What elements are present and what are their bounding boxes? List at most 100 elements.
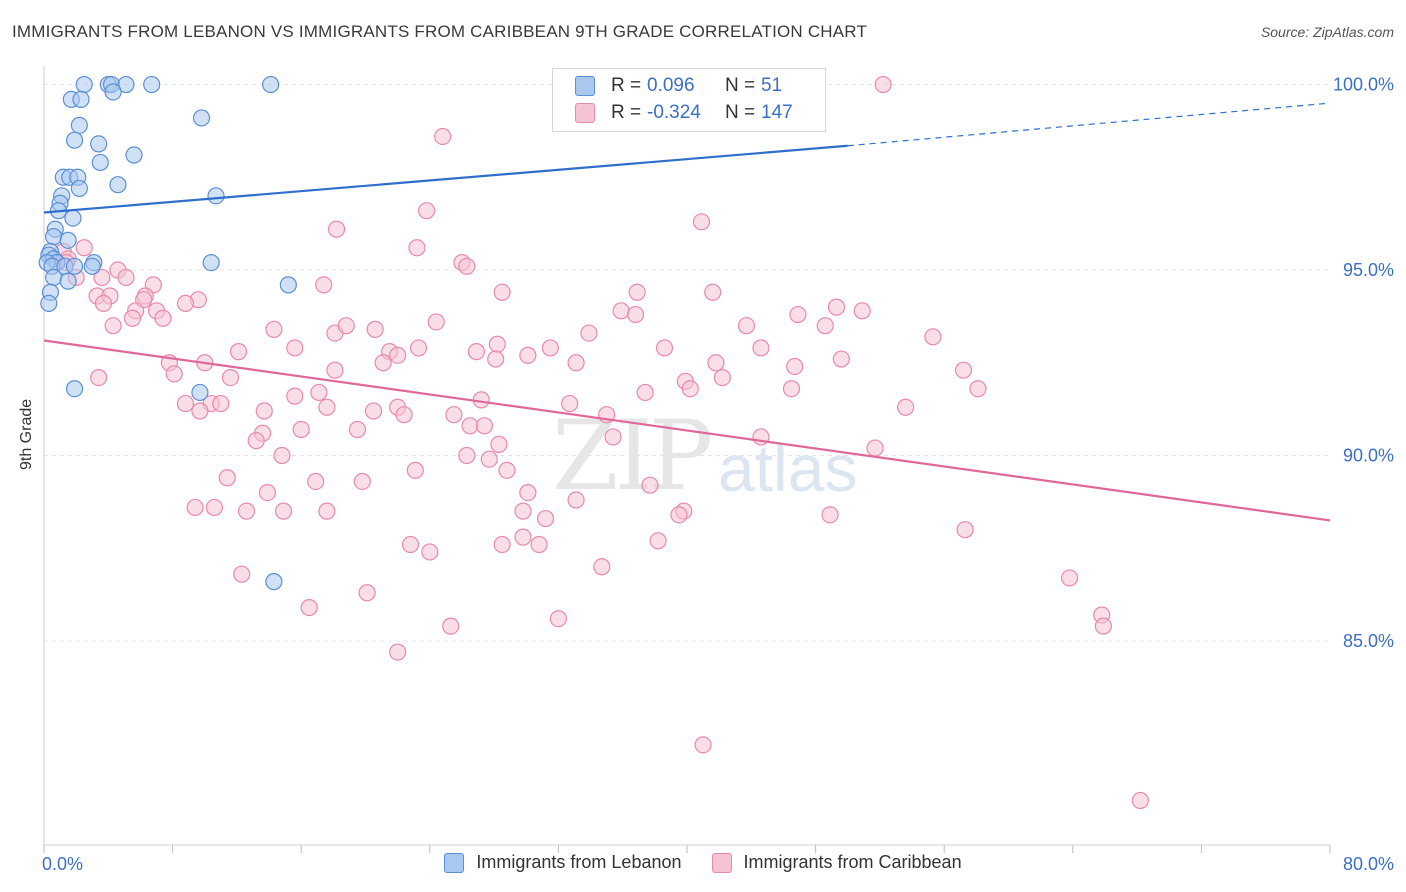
x-tick-label: 0.0%	[42, 854, 83, 874]
caribbean-point	[493, 283, 511, 301]
lebanon-swatch	[444, 852, 465, 873]
lebanon-trend-line	[43, 144, 848, 214]
caribbean-point	[897, 398, 915, 416]
y-tick-label: 90.0%	[1343, 446, 1394, 466]
caribbean-point	[358, 584, 376, 602]
caribbean-point	[205, 498, 223, 517]
caribbean-point	[458, 446, 476, 465]
lebanon-point	[64, 209, 82, 227]
n-label: N =	[725, 102, 756, 123]
caribbean-point	[218, 469, 236, 487]
caribbean-trend-line	[43, 339, 1331, 522]
lebanon-point	[265, 573, 283, 591]
caribbean-point	[549, 610, 568, 628]
caribbean-point	[782, 380, 801, 398]
caribbean-point	[541, 339, 559, 357]
caribbean-point	[237, 502, 256, 520]
caribbean-point	[94, 294, 113, 313]
lebanon-trend-extension	[847, 102, 1331, 147]
lebanon-point	[91, 153, 109, 172]
caribbean-point	[604, 428, 622, 446]
caribbean-point	[123, 309, 142, 327]
y-tick-label: 85.0%	[1343, 631, 1394, 651]
caribbean-point	[786, 357, 804, 376]
caribbean-point	[75, 239, 93, 257]
stats-row-caribbean: R = -0.324 N = 147	[575, 100, 793, 126]
caribbean-point	[348, 420, 367, 439]
caribbean-point	[191, 402, 209, 420]
caribbean-point	[364, 402, 383, 420]
caribbean-point	[707, 354, 725, 372]
caribbean-point	[408, 239, 426, 257]
lebanon-point	[104, 83, 122, 101]
caribbean-point	[866, 439, 884, 457]
caribbean-point	[641, 476, 659, 494]
lebanon-point	[117, 75, 135, 94]
caribbean-point	[969, 380, 987, 398]
r-label: R =	[611, 75, 642, 96]
caribbean-point	[670, 506, 688, 524]
caribbean-point	[409, 339, 428, 357]
stats-legend: R = 0.096 N = 51 R = -0.324 N = 147	[552, 68, 826, 132]
caribbean-point	[434, 127, 452, 146]
caribbean-point	[628, 283, 646, 301]
caribbean-point	[273, 446, 291, 465]
chart-title: IMMIGRANTS FROM LEBANON VS IMMIGRANTS FR…	[12, 22, 868, 41]
caribbean-point	[752, 339, 770, 357]
legend-item-lebanon[interactable]: Immigrants from Lebanon	[444, 852, 682, 873]
n-value: 147	[761, 102, 793, 123]
y-axis-label: 9th Grade	[18, 398, 35, 470]
caribbean-point	[655, 339, 674, 357]
lebanon-point	[45, 228, 63, 246]
lebanon-point	[192, 109, 211, 127]
caribbean-point	[353, 472, 371, 491]
caribbean-point	[315, 276, 333, 294]
lebanon-point	[59, 231, 77, 249]
lebanon-point	[65, 131, 84, 149]
caribbean-point	[593, 558, 611, 576]
caribbean-point	[401, 535, 420, 554]
caribbean-point	[274, 502, 293, 520]
caribbean-point	[821, 506, 839, 524]
caribbean-point	[186, 498, 204, 517]
caribbean-point	[318, 502, 336, 520]
lebanon-point	[191, 383, 209, 402]
caribbean-point	[461, 417, 479, 435]
caribbean-point	[117, 268, 135, 287]
caribbean-point	[389, 643, 407, 661]
caribbean-point	[417, 202, 436, 220]
caribbean-point	[221, 369, 240, 387]
caribbean-point	[421, 543, 439, 561]
lebanon-point	[279, 276, 297, 294]
lebanon-point	[262, 75, 280, 94]
caribbean-point	[704, 283, 722, 301]
caribbean-point	[827, 298, 846, 316]
caribbean-point	[255, 402, 273, 420]
lebanon-point	[90, 135, 108, 153]
caribbean-point	[567, 354, 585, 372]
caribbean-point	[406, 461, 424, 479]
caribbean-point	[536, 509, 555, 528]
caribbean-point	[580, 324, 598, 342]
n-value: 51	[761, 75, 783, 96]
caribbean-point	[90, 369, 108, 387]
caribbean-point	[395, 406, 413, 424]
caribbean-point	[1131, 791, 1149, 810]
caribbean-point	[286, 387, 304, 405]
caribbean-point	[561, 394, 579, 413]
caribbean-point	[530, 535, 548, 554]
n-label: N =	[725, 75, 756, 96]
caribbean-point	[326, 361, 344, 379]
caribbean-point	[567, 491, 585, 509]
legend-label-caribbean: Immigrants from Caribbean	[743, 852, 962, 872]
lebanon-point	[75, 75, 93, 94]
r-value: -0.324	[647, 102, 701, 123]
legend-item-caribbean[interactable]: Immigrants from Caribbean	[711, 852, 962, 873]
caribbean-swatch	[711, 852, 732, 873]
caribbean-point	[93, 268, 111, 287]
caribbean-point	[307, 472, 325, 491]
caribbean-point	[247, 432, 265, 450]
caribbean-point	[487, 350, 505, 368]
caribbean-point	[789, 305, 807, 324]
